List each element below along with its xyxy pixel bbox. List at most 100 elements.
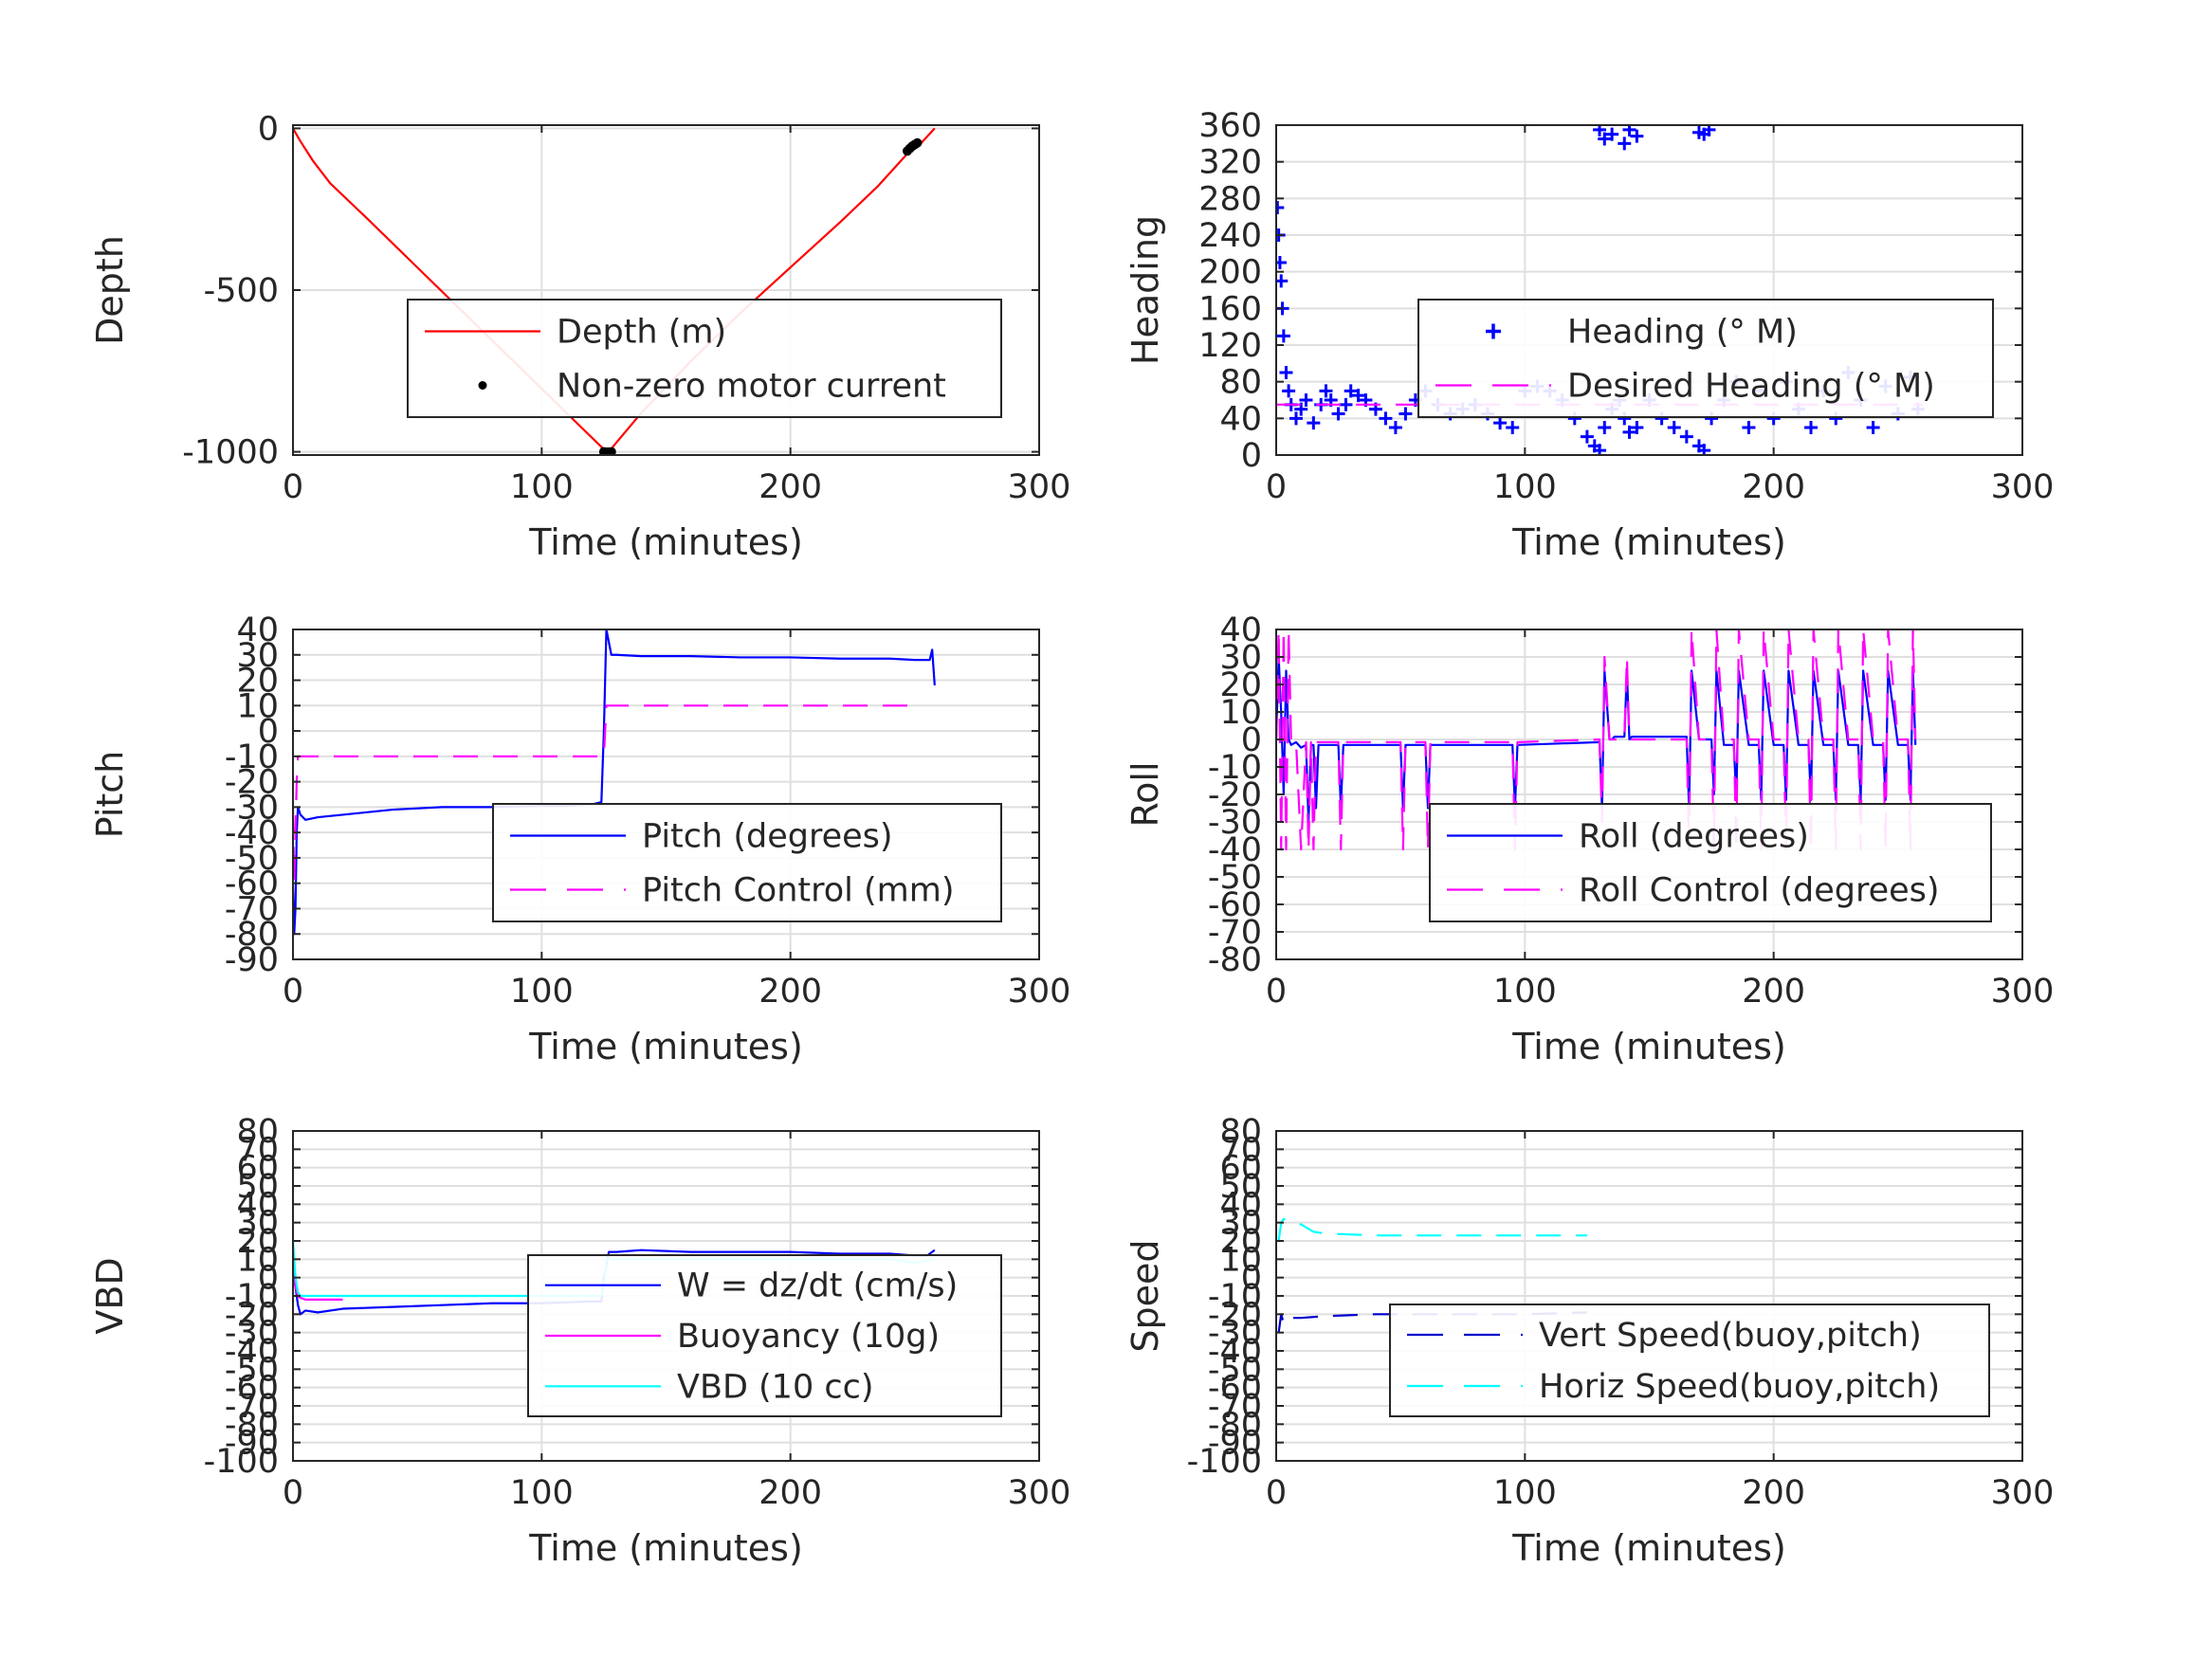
y-tick-label: -40 [225, 814, 279, 852]
y-tick-label: 80 [1219, 1113, 1262, 1151]
y-tick-label: 40 [236, 611, 279, 649]
y-tick-label: -90 [225, 941, 279, 979]
data-point [1289, 411, 1303, 426]
data-point [1598, 421, 1612, 434]
y-tick-label: -60 [225, 1370, 279, 1408]
y-tick-label: -90 [225, 1425, 279, 1463]
data-point [1630, 421, 1644, 434]
x-tick-label: 300 [1008, 468, 1071, 506]
y-tick-label: 320 [1198, 144, 1262, 182]
y-tick-label: 20 [1219, 666, 1262, 704]
y-tick-label: -500 [204, 272, 279, 310]
data-point [1742, 421, 1756, 434]
data-point [1618, 137, 1632, 151]
series-line [1276, 629, 1917, 851]
legend-label: VBD (10 cc) [677, 1368, 874, 1406]
y-tick-label: 240 [1198, 217, 1262, 255]
y-tick-label: -50 [225, 1351, 279, 1389]
y-tick-label: 30 [1219, 1205, 1262, 1243]
series-group [1277, 1217, 1587, 1333]
x-axis-label: Time (minutes) [528, 1026, 803, 1067]
x-tick-label: 100 [1493, 973, 1557, 1011]
y-tick-label: -80 [1208, 1406, 1262, 1444]
data-point [1398, 407, 1413, 421]
y-tick-label: 50 [236, 1168, 279, 1206]
y-tick-label: 30 [1219, 639, 1262, 677]
data-point [1804, 421, 1819, 434]
y-axis-label: Depth [89, 235, 131, 345]
x-axis-label: Time (minutes) [1511, 1026, 1786, 1067]
y-tick-label: -80 [225, 1406, 279, 1444]
data-point [1379, 411, 1393, 426]
y-tick-label: -80 [225, 916, 279, 954]
y-tick-label: 0 [1241, 1260, 1262, 1298]
legend-label: Horiz Speed(buoy,pitch) [1539, 1368, 1940, 1406]
legend-label: Vert Speed(buoy,pitch) [1539, 1317, 1922, 1355]
y-tick-label: -20 [225, 1296, 279, 1334]
x-tick-label: 0 [283, 973, 303, 1011]
x-tick-label: 0 [1266, 973, 1287, 1011]
x-tick-label: 0 [283, 1474, 303, 1512]
y-tick-label: -50 [1208, 1351, 1262, 1389]
legend-box [492, 803, 1002, 922]
y-tick-label: 70 [236, 1131, 279, 1169]
y-tick-label: 80 [1219, 364, 1262, 402]
y-tick-label: 40 [236, 1186, 279, 1224]
y-tick-label: -100 [204, 1443, 279, 1481]
y-tick-label: 10 [236, 687, 279, 725]
data-point [1866, 421, 1880, 434]
y-tick-label: 0 [258, 110, 279, 148]
y-tick-label: -50 [225, 840, 279, 878]
subplot-heading: 0 100 200 30004080120160200240280320360Time… [1124, 107, 2054, 563]
x-tick-label: 300 [1008, 973, 1071, 1011]
y-tick-label: -70 [1208, 1388, 1262, 1426]
data-point [1580, 429, 1594, 444]
y-tick-label: 20 [236, 1223, 279, 1261]
y-tick-label: 80 [236, 1113, 279, 1151]
y-tick-label: 0 [258, 713, 279, 751]
x-tick-label: 100 [510, 1474, 574, 1512]
data-point [1276, 256, 1287, 269]
data-point [1598, 132, 1612, 146]
legend: Roll (degrees) Roll Control (degrees) [1429, 803, 1992, 922]
x-axis-label: Time (minutes) [528, 521, 803, 563]
legend-label: Depth (m) [557, 314, 726, 352]
y-tick-label: -30 [1208, 804, 1262, 842]
data-point [1307, 416, 1321, 430]
data-point [1622, 425, 1636, 439]
y-axis-label: VBD [89, 1257, 131, 1334]
y-tick-label: 60 [236, 1150, 279, 1188]
y-tick-label: 10 [1219, 1241, 1262, 1279]
axes-frame [292, 629, 1040, 960]
y-tick-label: 40 [1219, 400, 1262, 438]
legend-label: Pitch (degrees) [642, 818, 893, 856]
data-point [1667, 421, 1681, 434]
x-tick-label: 300 [1991, 973, 2055, 1011]
y-axis-label: Roll [1124, 761, 1166, 827]
y-tick-label: -40 [1208, 831, 1262, 869]
y-tick-label: 160 [1198, 290, 1262, 328]
legend-label: Roll Control (degrees) [1579, 872, 1940, 910]
y-tick-label: -90 [1208, 1425, 1262, 1463]
x-axis-label: Time (minutes) [1511, 521, 1786, 563]
x-tick-label: 100 [510, 973, 574, 1011]
y-tick-label: 20 [1219, 1223, 1262, 1261]
y-tick-label: 70 [1219, 1131, 1262, 1169]
y-tick-label: 30 [236, 637, 279, 675]
y-tick-label: -30 [1208, 1315, 1262, 1353]
y-axis-label: Pitch [89, 751, 131, 839]
y-tick-label: 0 [1241, 437, 1262, 475]
y-tick-label: -20 [225, 764, 279, 802]
y-tick-label: 120 [1198, 327, 1262, 365]
legend-label: W = dz/dt (cm/s) [677, 1267, 958, 1305]
data-point [1294, 402, 1308, 416]
series-line [1277, 1217, 1587, 1242]
series-line [293, 629, 936, 936]
series-group [293, 629, 936, 936]
axes-frame [1275, 124, 2023, 456]
legend-box [1417, 299, 1994, 418]
subplot-pitch: 0 100 200 300403020100-10-20-30-40-50-60-70… [89, 611, 1070, 1067]
y-tick-label: 50 [1219, 1168, 1262, 1206]
